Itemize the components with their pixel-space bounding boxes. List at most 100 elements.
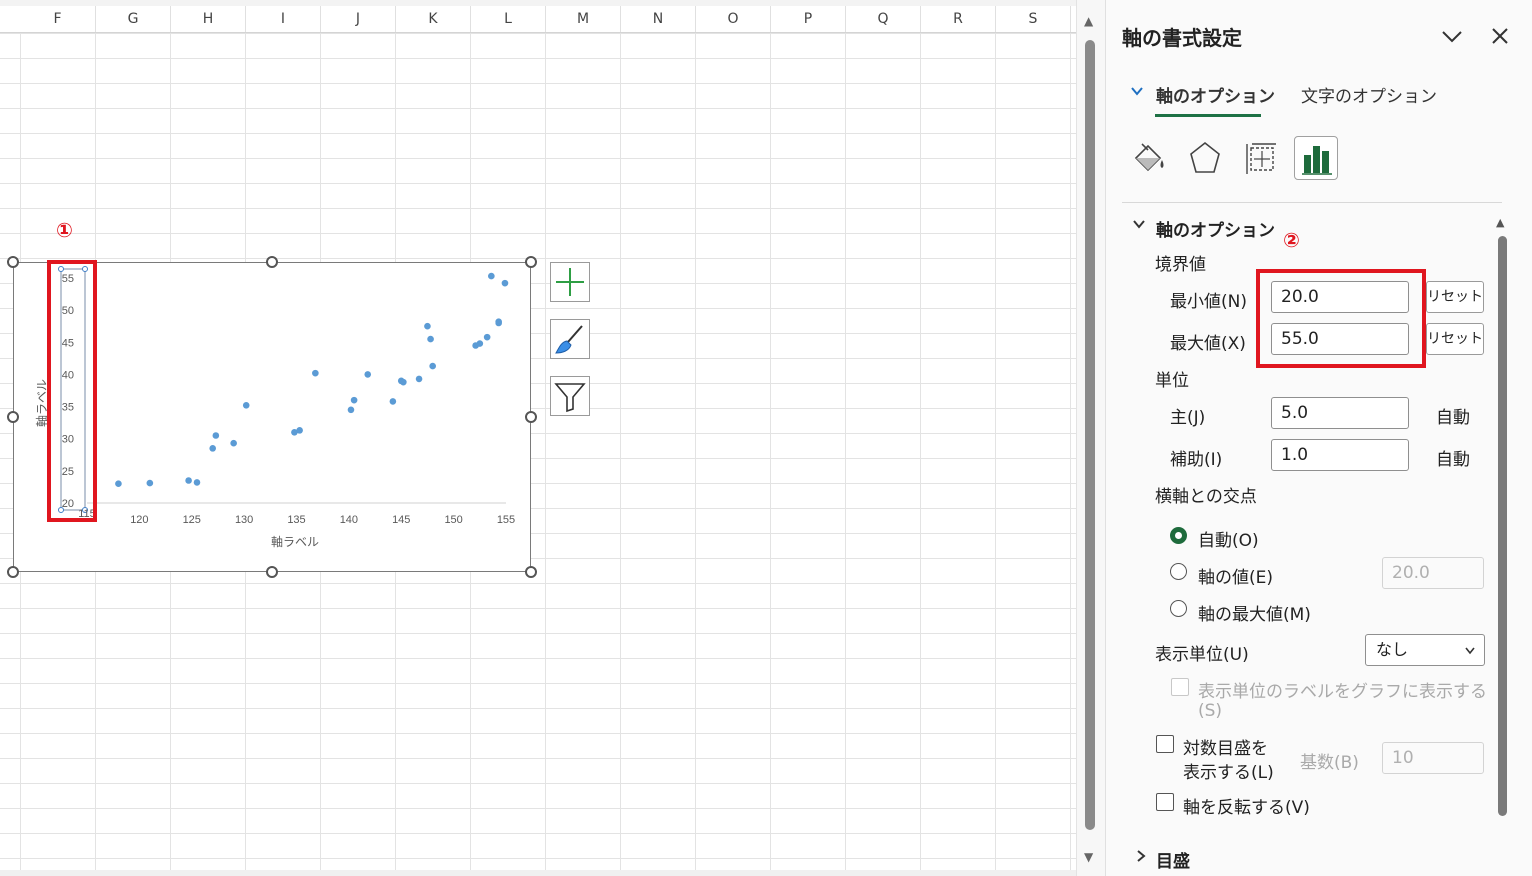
log-scale-checkbox[interactable]	[1156, 735, 1174, 753]
axis-options-icon-tab[interactable]	[1294, 136, 1338, 180]
annotation-box-bounds	[1256, 269, 1426, 368]
fill-line-tab[interactable]	[1126, 136, 1170, 180]
x-tick-label-partial: 115	[78, 508, 96, 520]
scatter-chart[interactable]: 20 25 30 35 40 45 50 55 120 125 130 135 140 145 150 155…	[13, 262, 531, 572]
data-point	[427, 335, 434, 343]
show-units-checkbox[interactable]	[1171, 678, 1189, 696]
cross-auto-label[interactable]: 自動(O)	[1198, 531, 1259, 551]
chart-elements-button[interactable]	[550, 262, 590, 302]
cross-value-radio[interactable]	[1170, 563, 1187, 580]
column-header-p[interactable]: P	[771, 6, 846, 32]
sheet-vertical-scrollbar[interactable]: ▲ ▼	[1076, 0, 1105, 876]
close-icon[interactable]	[1490, 26, 1510, 52]
y-axis-title: 軸ラベル	[35, 379, 49, 427]
resize-handle-bottom-left[interactable]	[7, 566, 19, 578]
data-point	[389, 398, 397, 405]
column-header-g[interactable]: G	[96, 6, 171, 32]
major-unit-input[interactable]: 5.0	[1271, 397, 1409, 429]
y-tick-label: 50	[62, 305, 74, 317]
grid-column-line	[920, 33, 921, 876]
chevron-down-icon[interactable]	[1132, 216, 1146, 236]
column-header-s[interactable]: S	[996, 6, 1071, 32]
tab-axis-options[interactable]: 軸のオプション	[1156, 87, 1275, 107]
column-header-n[interactable]: N	[621, 6, 696, 32]
x-tick-label: 130	[235, 514, 253, 526]
effects-tab[interactable]	[1183, 136, 1227, 180]
cross-auto-radio[interactable]	[1170, 527, 1187, 544]
data-point	[415, 375, 423, 383]
column-header-i[interactable]: I	[246, 6, 321, 32]
scroll-thumb[interactable]	[1085, 40, 1095, 830]
x-axis-title: 軸ラベル	[271, 535, 319, 549]
grid-column-line	[995, 33, 996, 876]
pane-divider	[1122, 202, 1502, 203]
base-input[interactable]: 10	[1382, 742, 1484, 774]
column-header-k[interactable]: K	[396, 6, 471, 32]
grid-row-line	[0, 558, 1076, 559]
cross-value-label[interactable]: 軸の値(E)	[1198, 568, 1274, 588]
grid-row-line	[0, 58, 1076, 59]
data-point	[483, 333, 491, 341]
column-header-h[interactable]: H	[171, 6, 246, 32]
column-header-f[interactable]: F	[20, 6, 96, 32]
resize-handle-left[interactable]	[7, 411, 19, 423]
scroll-down-icon[interactable]: ▼	[1084, 850, 1094, 864]
grid-column-line	[545, 33, 546, 876]
axis-selection-handle	[58, 266, 64, 272]
pane-scrollbar[interactable]: ▲	[1496, 216, 1510, 836]
chart-filters-button[interactable]	[550, 376, 590, 416]
min-reset-button[interactable]: リセット	[1426, 281, 1484, 313]
chevron-down-icon	[1464, 635, 1476, 676]
resize-handle-top-right[interactable]	[525, 256, 537, 268]
chart-styles-button[interactable]	[550, 319, 590, 359]
grid-row-line	[0, 508, 1076, 509]
x-tick-label: 155	[497, 514, 515, 526]
grid-row-line	[0, 233, 1076, 234]
max-reset-button[interactable]: リセット	[1426, 323, 1484, 355]
scroll-up-icon[interactable]: ▲	[1084, 14, 1094, 28]
column-header-o[interactable]: O	[696, 6, 771, 32]
x-tick-label: 140	[340, 514, 358, 526]
data-point	[193, 479, 201, 486]
tick-marks-section-header[interactable]: 目盛	[1156, 852, 1190, 872]
column-header-l[interactable]: L	[471, 6, 546, 32]
grid-row-line	[0, 833, 1076, 834]
data-point	[212, 432, 220, 439]
minor-auto-text: 自動	[1436, 450, 1470, 470]
reverse-axis-checkbox[interactable]	[1156, 793, 1174, 811]
grid-row-line	[0, 708, 1076, 709]
y-tick-label: 35	[62, 402, 74, 414]
pane-scroll-thumb[interactable]	[1498, 236, 1507, 816]
min-bound-input[interactable]: 20.0	[1271, 281, 1409, 313]
column-header-q[interactable]: Q	[846, 6, 921, 32]
resize-handle-bottom[interactable]	[266, 566, 278, 578]
resize-handle-bottom-right[interactable]	[525, 566, 537, 578]
resize-handle-top[interactable]	[266, 256, 278, 268]
resize-handle-top-left[interactable]	[7, 256, 19, 268]
column-header-m[interactable]: M	[546, 6, 621, 32]
cross-value-input[interactable]: 20.0	[1382, 557, 1484, 589]
tab-text-options[interactable]: 文字のオプション	[1301, 87, 1437, 107]
display-units-select[interactable]: なし	[1365, 634, 1485, 666]
worksheet[interactable]: F G H I J K L M N O P Q R S 20 25 30 35 40 45…	[0, 0, 1076, 876]
minor-unit-input[interactable]: 1.0	[1271, 439, 1409, 471]
x-tick-label: 150	[444, 514, 462, 526]
plus-icon	[556, 268, 584, 296]
data-point	[291, 428, 298, 436]
scroll-up-icon[interactable]: ▲	[1496, 216, 1505, 229]
column-header-r[interactable]: R	[921, 6, 996, 32]
cross-max-label[interactable]: 軸の最大値(M)	[1198, 605, 1311, 625]
chevron-down-icon[interactable]	[1440, 24, 1464, 54]
max-bound-input[interactable]: 55.0	[1271, 323, 1409, 355]
data-point	[209, 445, 216, 452]
axis-options-section-header[interactable]: 軸のオプション	[1156, 221, 1275, 241]
sheet-bottom-edge	[0, 870, 1076, 876]
grid-row-line	[0, 583, 1076, 584]
resize-handle-right[interactable]	[525, 411, 537, 423]
column-header-j[interactable]: J	[321, 6, 396, 32]
column-header-row: F G H I J K L M N O P Q R S	[0, 6, 1076, 33]
chevron-right-icon[interactable]	[1134, 848, 1148, 868]
size-properties-tab[interactable]	[1240, 136, 1284, 180]
data-point	[115, 480, 122, 488]
cross-max-radio[interactable]	[1170, 600, 1187, 617]
